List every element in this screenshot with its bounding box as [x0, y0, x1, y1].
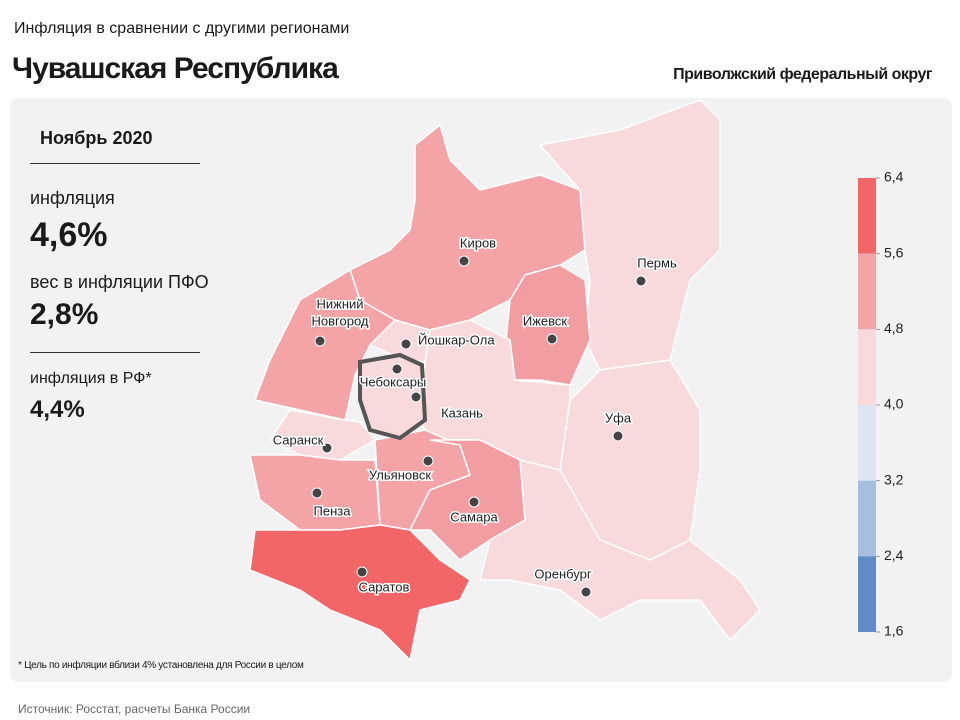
city-marker [311, 487, 323, 499]
legend-label: 5,6 [884, 244, 904, 260]
stat-label: инфляция в РФ* [30, 370, 152, 387]
legend-label: 6,4 [884, 169, 904, 185]
legend-swatch [858, 329, 876, 405]
stat-label: инфляция [30, 188, 115, 208]
city-label: Оренбург [534, 566, 591, 581]
city-label: Уфа [605, 410, 632, 425]
legend-label: 4,0 [884, 396, 904, 412]
legend-label: 4,8 [884, 320, 904, 336]
region-highlight [358, 352, 428, 441]
stat-value: 2,8% [30, 298, 99, 331]
stat-value: 4,4% [30, 396, 85, 423]
city-marker [356, 566, 368, 578]
title: Чувашская Республика [12, 52, 339, 85]
city-label: Киров [460, 235, 496, 250]
region [249, 524, 471, 662]
city-label: Саратов [359, 579, 410, 594]
region [408, 439, 526, 561]
city-label: Нижний [316, 296, 363, 311]
city-label: Ижевск [523, 313, 568, 328]
legend-swatch [858, 178, 876, 254]
stat-label: вес в инфляции ПФО [30, 272, 209, 292]
city-label: Казань [441, 405, 483, 420]
city-marker [314, 335, 326, 347]
subtitle: Инфляция в сравнении с другими регионами [14, 20, 350, 37]
legend-swatch [858, 405, 876, 481]
city-marker [612, 430, 624, 442]
stat-value: 4,6% [30, 216, 108, 254]
city-marker [391, 363, 403, 375]
divider [30, 352, 200, 353]
region [268, 409, 377, 461]
legend-swatch [858, 253, 876, 330]
regions [249, 99, 761, 662]
footnote: * Цель по инфляции вблизи 4% установлена… [18, 660, 304, 671]
legend-swatch [858, 480, 876, 557]
city-marker [321, 442, 333, 454]
city-label: Ульяновск [369, 467, 431, 482]
city-marker [546, 333, 558, 345]
city-label: Пермь [637, 255, 677, 270]
region [479, 459, 761, 642]
city-marker [580, 586, 592, 598]
city-label: Самара [450, 509, 498, 524]
city-label: Йошкар-Ола [418, 332, 495, 347]
legend-label: 3,2 [884, 471, 904, 487]
city-marker [422, 455, 434, 467]
source: Источник: Росстат, расчеты Банка России [18, 702, 251, 716]
city-label: Пенза [314, 503, 352, 518]
city-label: Новгород [312, 313, 369, 328]
period: Ноябрь 2020 [40, 128, 153, 148]
divider [30, 163, 200, 164]
cities: Киров Пермь Ижевск Нижний Новгород Йошкар-Ола… [271, 234, 678, 598]
legend-label: 1,6 [884, 623, 904, 639]
region [504, 264, 591, 386]
city-marker [635, 275, 647, 287]
city-marker [400, 338, 412, 350]
city-label: Саранск [273, 432, 324, 447]
city-label: Чебоксары [360, 374, 427, 389]
city-marker [458, 255, 470, 267]
city-marker [468, 496, 480, 508]
legend-label: 2,4 [884, 547, 904, 563]
region [253, 268, 397, 421]
district: Приволжский федеральный округ [673, 66, 932, 83]
legend-swatch [858, 556, 876, 632]
city-marker [410, 391, 422, 403]
legend: 6,4 5,6 4,8 4,0 3,2 2,4 1,6 [858, 169, 904, 639]
